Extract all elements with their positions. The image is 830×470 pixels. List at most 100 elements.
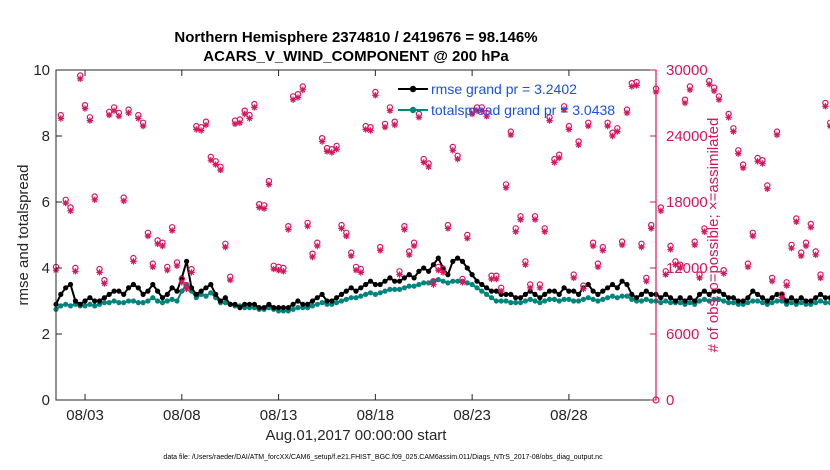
plot-area [56, 70, 656, 400]
spread-point [822, 300, 829, 306]
obs-assimilated-marker [560, 106, 568, 113]
x-tick-label: 08/28 [550, 407, 588, 424]
obs-assimilated-marker [778, 294, 786, 301]
obs-assimilated-marker [357, 269, 365, 276]
obs-assimilated-marker [585, 122, 592, 130]
spread-point [82, 303, 88, 309]
obs-assimilated-marker [502, 184, 510, 191]
rmse-point [348, 285, 354, 291]
obs-assimilated-marker [439, 269, 447, 276]
spread-point [755, 298, 761, 304]
obs-assimilated-marker [449, 147, 456, 154]
x-tick-label: 08/18 [357, 407, 395, 424]
y-axis-right: 0 6000 12000 18000 24000 30000 [650, 62, 708, 409]
obs-assimilated-marker [464, 235, 471, 242]
spread-point [150, 295, 156, 301]
rmse-point [571, 288, 577, 294]
spread-point [517, 300, 524, 306]
data-file-footer: data file: /Users/raeder/DAI/ATM_forcXX/… [163, 454, 603, 461]
spread-point [701, 296, 708, 302]
rmse-point [682, 298, 688, 304]
spread-point [421, 280, 427, 286]
obs-assimilated-marker [783, 282, 790, 289]
rmse-point [740, 298, 746, 304]
rmse-point [595, 291, 601, 297]
obs-assimilated-marker [386, 107, 394, 114]
y-right-tick-label: 6000 [666, 326, 699, 343]
rmse-point [793, 298, 799, 304]
rmse-point [261, 305, 267, 311]
rmse-point [774, 291, 780, 297]
rmse-point [58, 291, 64, 297]
obs-assimilated-marker [676, 264, 684, 272]
x-tick-label: 08/23 [453, 407, 491, 424]
obs-assimilated-marker [802, 242, 810, 250]
obs-assimilated-marker [696, 274, 703, 282]
spread-point [387, 286, 393, 292]
obs-assimilated-marker [817, 274, 824, 282]
rmse-point [266, 301, 272, 307]
spread-point [527, 296, 533, 302]
rmse-point [72, 298, 78, 304]
obs-assimilated-marker [120, 197, 127, 205]
spread-point [363, 291, 369, 297]
rmse-point [822, 295, 829, 301]
obs-assimilated-marker [618, 241, 626, 249]
spread-point [648, 298, 654, 304]
spread-point [614, 295, 620, 301]
y-right-tick-label: 0 [666, 392, 674, 409]
rmse-point [643, 288, 649, 294]
spread-point [164, 298, 170, 304]
obs-assimilated-marker [512, 228, 519, 235]
obs-assimilated-marker [338, 225, 345, 232]
obs-assimilated-marker [749, 232, 756, 240]
obs-assimilated-marker [376, 247, 384, 254]
spread-point [155, 298, 161, 304]
obs-count-series [52, 72, 830, 404]
rmse-point [585, 281, 591, 288]
spread-point [493, 298, 499, 304]
obs-assimilated-marker [459, 279, 466, 286]
obs-assimilated-marker [604, 122, 611, 130]
spread-point [798, 300, 804, 306]
rmse-point [508, 291, 514, 297]
obs-assimilated-marker [715, 96, 723, 103]
obs-assimilated-marker [739, 164, 747, 172]
obs-assimilated-marker [662, 271, 669, 278]
rmse-point [808, 298, 814, 304]
y-axis-left: 0 2 4 6 8 10 [33, 62, 62, 409]
rmse-point [285, 305, 291, 311]
x-tick-label: 08/13 [260, 407, 298, 424]
spread-point [203, 293, 209, 299]
rmse-point [237, 305, 243, 311]
rmse-point [658, 295, 664, 301]
spread-point [580, 296, 587, 302]
obs-assimilated-marker [672, 261, 679, 268]
spread-point [624, 293, 630, 299]
x-tick-label: 08/08 [163, 407, 201, 424]
obs-assimilated-marker [473, 107, 481, 114]
obs-assimilated-marker [797, 252, 805, 260]
spread-point [174, 298, 180, 304]
rmse-point [706, 291, 712, 297]
rmse-point [217, 298, 224, 304]
spread-point [759, 300, 766, 306]
spread-point [334, 300, 340, 306]
obs-assimilated-marker [159, 242, 166, 250]
rmse-point [769, 295, 775, 301]
obs-assimilated-marker [212, 161, 219, 168]
rmse-point [169, 285, 175, 291]
rmse-point [445, 272, 451, 278]
rmse-point [242, 301, 248, 307]
obs-assimilated-marker [623, 109, 631, 117]
rmse-point [305, 301, 311, 307]
spread-point [416, 281, 422, 288]
legend-rmse-label: rmse grand pr = 3.2402 [431, 81, 577, 97]
rmse-point [479, 281, 485, 288]
rmse-point [648, 291, 654, 297]
legend-spread-label: totalspread grand pr = 3.0438 [431, 102, 615, 118]
rmse-point [396, 278, 403, 284]
obs-assimilated-marker [106, 111, 113, 119]
obs-assimilated-marker [294, 94, 302, 101]
rmse-point [614, 285, 620, 291]
